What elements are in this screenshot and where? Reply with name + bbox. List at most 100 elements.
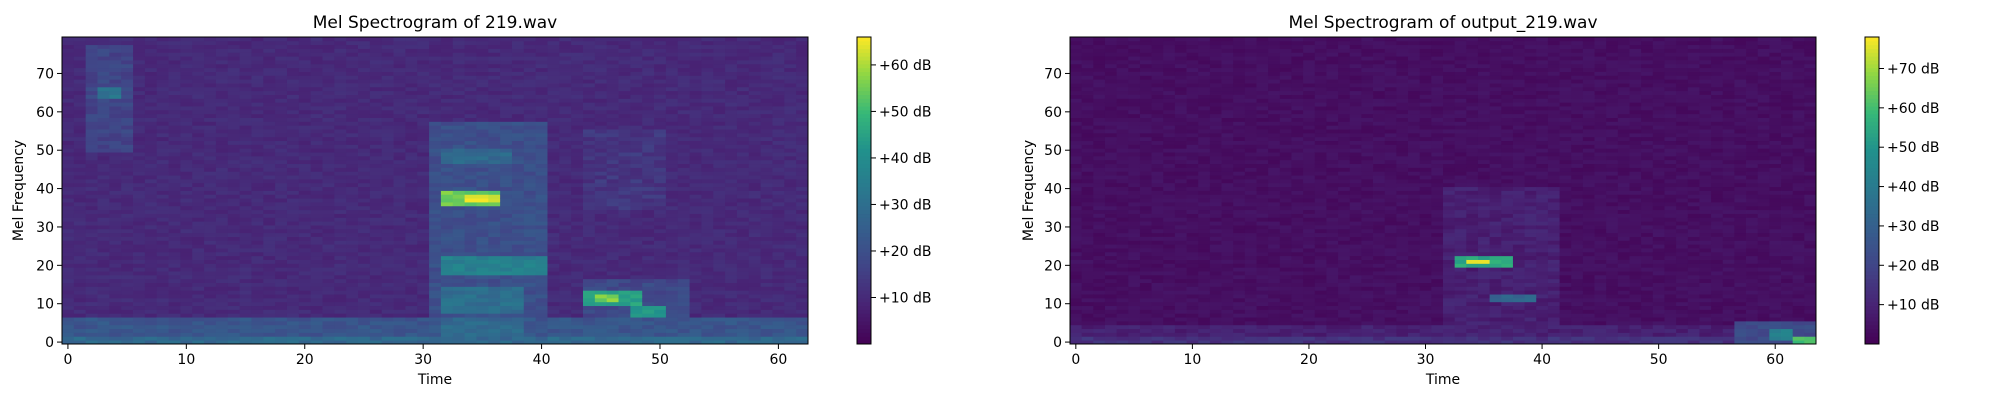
heatmap-cell: [239, 140, 252, 145]
heatmap-cell: [748, 152, 762, 157]
heatmap-cell: [464, 190, 477, 195]
heatmap-cell: [440, 71, 454, 76]
heatmap-cell: [121, 297, 134, 303]
heatmap-cell: [85, 232, 98, 237]
heatmap-cell: [701, 40, 714, 46]
heatmap-cell: [677, 225, 690, 230]
heatmap-cell: [523, 60, 537, 65]
heatmap-cell: [156, 186, 169, 191]
heatmap-cell: [192, 228, 205, 234]
heatmap-cell: [748, 274, 762, 280]
heatmap-cell: [298, 244, 312, 249]
heatmap-cell: [405, 71, 418, 76]
heatmap-cell: [523, 301, 537, 307]
heatmap-cell: [204, 255, 217, 260]
heatmap-cell: [488, 205, 501, 211]
heatmap-cell: [476, 44, 489, 49]
heatmap-cell: [133, 129, 146, 134]
heatmap-cell: [121, 198, 134, 203]
heatmap-cell: [594, 217, 608, 222]
heatmap-cell: [73, 117, 87, 122]
heatmap-cell: [263, 202, 276, 207]
heatmap-cell: [97, 52, 110, 57]
heatmap-cell: [192, 324, 205, 330]
heatmap-cell: [417, 340, 430, 345]
heatmap-cell: [440, 301, 454, 307]
heatmap-cell: [168, 182, 181, 188]
heatmap-cell: [535, 79, 548, 84]
heatmap-cell: [85, 152, 98, 157]
heatmap-cell: [381, 221, 394, 226]
heatmap-cell: [535, 286, 548, 291]
heatmap-cell: [275, 171, 288, 176]
heatmap-cell: [725, 278, 738, 283]
heatmap-cell: [286, 267, 300, 272]
heatmap-cell: [180, 98, 193, 103]
heatmap-cell: [677, 286, 690, 291]
heatmap-cell: [701, 313, 714, 318]
heatmap-cell: [358, 209, 371, 214]
heatmap-cell: [464, 60, 477, 65]
heatmap-cell: [583, 240, 596, 245]
heatmap-cell: [772, 94, 785, 99]
heatmap-cell: [583, 106, 596, 111]
heatmap-cell: [62, 48, 75, 53]
heatmap-cell: [689, 202, 702, 207]
heatmap-cell: [263, 221, 276, 226]
heatmap-cell: [310, 271, 323, 276]
heatmap-cell: [156, 144, 169, 149]
heatmap-cell: [144, 56, 158, 61]
heatmap-cell: [476, 198, 489, 203]
heatmap-cell: [713, 332, 726, 337]
heatmap-cell: [227, 40, 241, 46]
heatmap-cell: [594, 294, 608, 299]
heatmap-cell: [547, 52, 560, 57]
heatmap-cell: [748, 213, 762, 218]
heatmap-cell: [464, 155, 477, 161]
heatmap-cell: [736, 56, 750, 61]
heatmap-cell: [204, 217, 217, 222]
heatmap-cell: [97, 129, 110, 134]
heatmap-cell: [97, 267, 110, 272]
heatmap-cell: [405, 109, 418, 115]
heatmap-cell: [713, 213, 726, 218]
heatmap-cell: [713, 90, 726, 95]
heatmap-cell: [346, 148, 359, 153]
heatmap-cell: [429, 309, 442, 314]
heatmap-cell: [642, 159, 655, 165]
heatmap-cell: [192, 152, 205, 157]
heatmap-cell: [144, 271, 158, 276]
heatmap-cell: [772, 320, 785, 326]
heatmap-cell: [239, 94, 252, 99]
heatmap-cell: [523, 190, 537, 195]
heatmap-cell: [358, 282, 371, 287]
heatmap-cell: [760, 232, 773, 237]
heatmap-cell: [322, 102, 335, 107]
heatmap-cell: [701, 202, 714, 207]
heatmap-cell: [263, 313, 276, 318]
heatmap-cell: [760, 240, 773, 245]
heatmap-cell: [772, 125, 785, 130]
heatmap-cell: [239, 83, 252, 88]
heatmap-cell: [168, 313, 181, 318]
heatmap-cell: [452, 205, 466, 211]
heatmap-cell: [62, 340, 75, 345]
heatmap-cell: [310, 294, 323, 299]
heatmap-cell: [204, 240, 217, 245]
heatmap-cell: [760, 71, 773, 76]
heatmap-cell: [192, 186, 205, 191]
heatmap-cell: [204, 209, 217, 214]
heatmap-cell: [796, 294, 809, 299]
heatmap-cell: [701, 217, 714, 222]
heatmap-cell: [144, 255, 158, 260]
heatmap-cell: [618, 290, 631, 295]
heatmap-cell: [204, 271, 217, 276]
heatmap-cell: [452, 121, 466, 126]
heatmap-cell: [73, 259, 87, 264]
heatmap-cell: [677, 190, 690, 195]
heatmap-cell: [523, 106, 537, 111]
heatmap-cell: [62, 221, 75, 226]
heatmap-cell: [156, 48, 169, 53]
heatmap-cell: [583, 52, 596, 57]
heatmap-cell: [381, 320, 394, 326]
